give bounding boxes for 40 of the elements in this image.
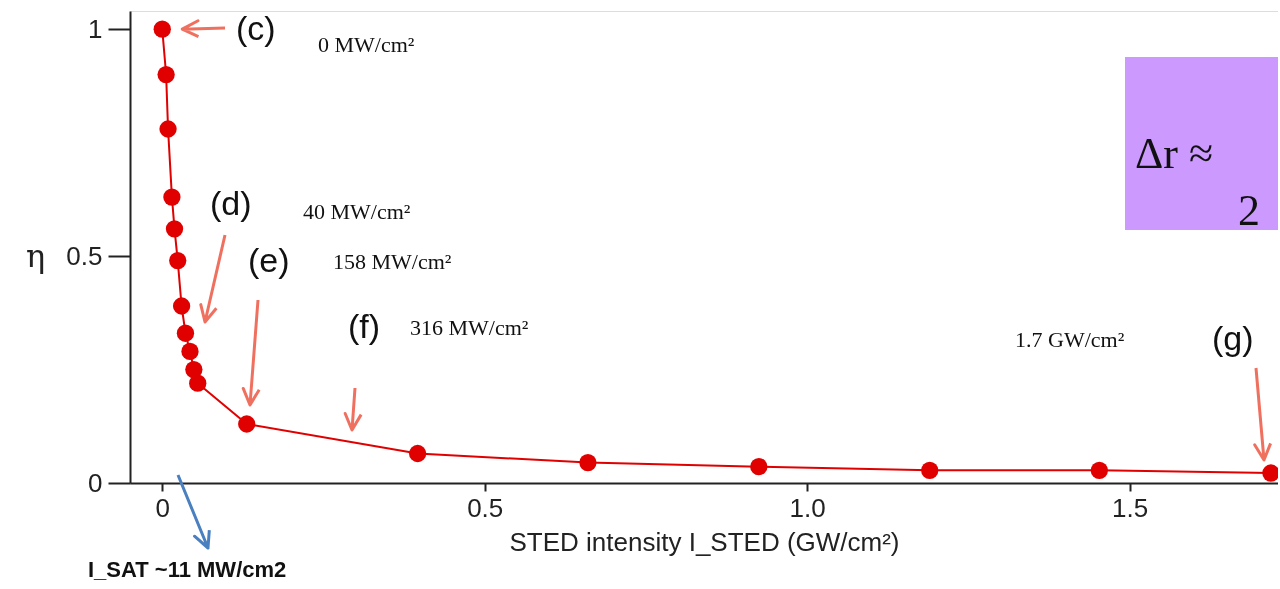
- point: [157, 65, 175, 84]
- point: [1262, 464, 1278, 482]
- point: [408, 444, 427, 463]
- annotation: (e): [248, 241, 290, 279]
- x-tick-label: 1.5: [1112, 492, 1149, 523]
- annotation: (c): [236, 9, 276, 47]
- x-tick-label: 0.5: [467, 492, 504, 523]
- point: [163, 188, 181, 206]
- point: [579, 453, 597, 472]
- y-tick-label: 0: [88, 467, 103, 498]
- annotation: (f): [348, 307, 381, 345]
- point: [165, 220, 184, 238]
- point: [1090, 461, 1109, 479]
- y-axis-title: η: [25, 236, 46, 275]
- point: [185, 360, 203, 379]
- y-tick-label: 1: [88, 13, 103, 44]
- point: [921, 461, 939, 479]
- annotation: 40 MW/cm²: [303, 199, 411, 224]
- text: I_SAT ~11 MW/cm2: [88, 557, 287, 582]
- point: [159, 120, 177, 138]
- point: [238, 415, 256, 433]
- x-axis-title: STED intensity I_STED (GW/cm²): [509, 526, 900, 557]
- annotation: Δr ≈: [1135, 129, 1214, 178]
- point: [153, 20, 171, 38]
- point: [176, 324, 195, 342]
- annotation: 316 MW/cm²: [410, 315, 529, 340]
- annotation: 2: [1238, 186, 1260, 235]
- point: [169, 251, 187, 270]
- point: [172, 297, 191, 315]
- annotation: (g): [1212, 319, 1254, 357]
- point: [750, 458, 768, 476]
- x-tick-label: 1.0: [789, 492, 826, 523]
- annotation: 0 MW/cm²: [318, 32, 415, 57]
- annotation: 1.7 GW/cm²: [1015, 327, 1125, 352]
- annotation: (d): [210, 184, 252, 222]
- point: [181, 342, 199, 361]
- y-tick-label: 0.5: [66, 240, 103, 271]
- x-tick-label: 0: [155, 492, 170, 523]
- annotation: 158 MW/cm²: [333, 249, 452, 274]
- point: [189, 374, 207, 392]
